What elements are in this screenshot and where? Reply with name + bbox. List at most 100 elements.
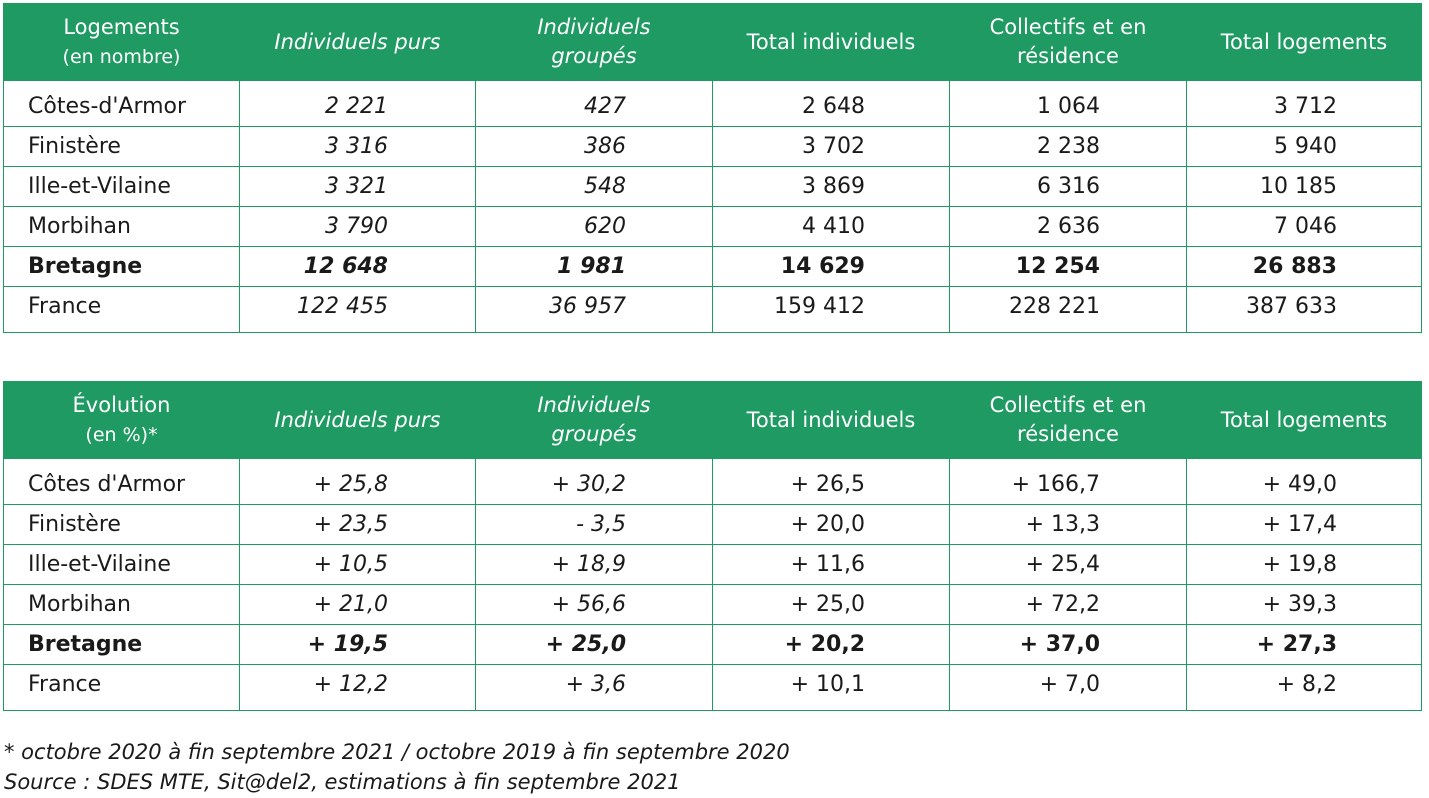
cell-individuels-purs: 3 790 xyxy=(239,206,476,247)
cell-total-individuels: 2 648 xyxy=(712,80,950,127)
header-total-logements: Total logements xyxy=(1186,381,1422,459)
row-label: Finistère xyxy=(3,504,240,545)
cell-individuels-purs: + 25,8 xyxy=(239,458,476,505)
header-individuels-purs: Individuels purs xyxy=(239,3,476,81)
cell-collectifs: + 166,7 xyxy=(949,458,1187,505)
row-label: Côtes d'Armor xyxy=(3,458,240,505)
cell-total-logements: + 19,8 xyxy=(1186,544,1422,585)
cell-total-individuels: 3 702 xyxy=(712,126,950,167)
row-label: Ille-et-Vilaine xyxy=(3,544,240,585)
header-total-individuels: Total individuels xyxy=(712,3,950,81)
header-individuels-purs: Individuels purs xyxy=(239,381,476,459)
cell-collectifs: + 72,2 xyxy=(949,584,1187,625)
cell-total-logements: 7 046 xyxy=(1186,206,1422,247)
cell-total-logements: 26 883 xyxy=(1186,246,1422,287)
cell-total-individuels: + 10,1 xyxy=(712,664,950,711)
cell-total-logements: + 8,2 xyxy=(1186,664,1422,711)
header-title: Évolution xyxy=(72,392,171,417)
header-total-individuels: Total individuels xyxy=(712,381,950,459)
cell-collectifs: + 7,0 xyxy=(949,664,1187,711)
table-row: Côtes d'Armor + 25,8 + 30,2 + 26,5 + 166… xyxy=(3,458,1422,505)
table-row: Morbihan + 21,0 + 56,6 + 25,0 + 72,2 + 3… xyxy=(3,584,1422,625)
cell-total-individuels: + 26,5 xyxy=(712,458,950,505)
cell-total-individuels: 159 412 xyxy=(712,286,950,333)
table-row: France + 12,2 + 3,6 + 10,1 + 7,0 + 8,2 xyxy=(3,664,1422,711)
cell-individuels-purs: + 12,2 xyxy=(239,664,476,711)
source-footnote: Source : SDES MTE, Sit@del2, estimations… xyxy=(4,770,681,794)
cell-collectifs: 1 064 xyxy=(949,80,1187,127)
header-line: Individuels xyxy=(537,15,651,39)
table-row: Finistère + 23,5 - 3,5 + 20,0 + 13,3 + 1… xyxy=(3,504,1422,545)
cell-individuels-groupes: 548 xyxy=(475,166,713,207)
cell-individuels-purs: 3 316 xyxy=(239,126,476,167)
header-logements: Logements (en nombre) xyxy=(3,3,240,81)
header-line: groupés xyxy=(551,422,637,446)
cell-total-logements: + 49,0 xyxy=(1186,458,1422,505)
cell-collectifs: 12 254 xyxy=(949,246,1187,287)
header-individuels-groupes: Individuels groupés xyxy=(475,381,713,459)
table-row: Ille-et-Vilaine + 10,5 + 18,9 + 11,6 + 2… xyxy=(3,544,1422,585)
cell-individuels-groupes: 386 xyxy=(475,126,713,167)
cell-total-individuels: + 20,2 xyxy=(712,624,950,665)
header-unit: (en nombre) xyxy=(62,45,181,68)
cell-individuels-groupes: + 3,6 xyxy=(475,664,713,711)
cell-total-logements: 10 185 xyxy=(1186,166,1422,207)
cell-individuels-purs: 3 321 xyxy=(239,166,476,207)
header-unit: (en %)* xyxy=(85,423,158,446)
cell-total-logements: + 27,3 xyxy=(1186,624,1422,665)
cell-individuels-groupes: + 56,6 xyxy=(475,584,713,625)
table-row-total: Bretagne + 19,5 + 25,0 + 20,2 + 37,0 + 2… xyxy=(3,624,1422,665)
cell-individuels-purs: 2 221 xyxy=(239,80,476,127)
table-row: Morbihan 3 790 620 4 410 2 636 7 046 xyxy=(3,206,1422,247)
header-line: groupés xyxy=(551,44,637,68)
cell-collectifs: 6 316 xyxy=(949,166,1187,207)
cell-individuels-groupes: + 30,2 xyxy=(475,458,713,505)
header-collectifs: Collectifs et en résidence xyxy=(949,381,1187,459)
cell-individuels-purs: + 23,5 xyxy=(239,504,476,545)
header-line: Collectifs et en xyxy=(989,393,1147,417)
header-line: résidence xyxy=(1017,44,1119,68)
cell-collectifs: + 25,4 xyxy=(949,544,1187,585)
cell-individuels-purs: + 21,0 xyxy=(239,584,476,625)
cell-individuels-purs: + 10,5 xyxy=(239,544,476,585)
table-header-row: Logements (en nombre) Individuels purs I… xyxy=(3,3,1422,81)
table-row-total: Bretagne 12 648 1 981 14 629 12 254 26 8… xyxy=(3,246,1422,287)
header-individuels-groupes: Individuels groupés xyxy=(475,3,713,81)
cell-total-individuels: 14 629 xyxy=(712,246,950,287)
cell-total-individuels: 4 410 xyxy=(712,206,950,247)
row-label: Morbihan xyxy=(3,206,240,247)
header-line: Individuels xyxy=(537,393,651,417)
cell-individuels-groupes: 1 981 xyxy=(475,246,713,287)
cell-total-logements: + 39,3 xyxy=(1186,584,1422,625)
cell-total-individuels: 3 869 xyxy=(712,166,950,207)
cell-total-logements: + 17,4 xyxy=(1186,504,1422,545)
table-row: Finistère 3 316 386 3 702 2 238 5 940 xyxy=(3,126,1422,167)
period-footnote: * octobre 2020 à fin septembre 2021 / oc… xyxy=(4,740,790,764)
cell-individuels-groupes: 36 957 xyxy=(475,286,713,333)
cell-collectifs: 228 221 xyxy=(949,286,1187,333)
header-collectifs: Collectifs et en résidence xyxy=(949,3,1187,81)
row-label: Bretagne xyxy=(3,246,240,287)
table-row: Ille-et-Vilaine 3 321 548 3 869 6 316 10… xyxy=(3,166,1422,207)
cell-individuels-groupes: - 3,5 xyxy=(475,504,713,545)
row-label: France xyxy=(3,664,240,711)
header-line: Collectifs et en xyxy=(989,15,1147,39)
table-header-row: Évolution (en %)* Individuels purs Indiv… xyxy=(3,381,1422,459)
header-line: résidence xyxy=(1017,422,1119,446)
cell-collectifs: 2 636 xyxy=(949,206,1187,247)
housing-count-table: Logements (en nombre) Individuels purs I… xyxy=(3,3,1422,333)
cell-total-logements: 3 712 xyxy=(1186,80,1422,127)
cell-total-logements: 387 633 xyxy=(1186,286,1422,333)
cell-individuels-purs: 12 648 xyxy=(239,246,476,287)
cell-total-logements: 5 940 xyxy=(1186,126,1422,167)
housing-evolution-table: Évolution (en %)* Individuels purs Indiv… xyxy=(3,381,1422,711)
row-label: France xyxy=(3,286,240,333)
cell-total-individuels: + 25,0 xyxy=(712,584,950,625)
cell-collectifs: + 37,0 xyxy=(949,624,1187,665)
cell-individuels-groupes: 427 xyxy=(475,80,713,127)
row-label: Ille-et-Vilaine xyxy=(3,166,240,207)
row-label: Morbihan xyxy=(3,584,240,625)
table-row: Côtes-d'Armor 2 221 427 2 648 1 064 3 71… xyxy=(3,80,1422,127)
row-label: Côtes-d'Armor xyxy=(3,80,240,127)
header-evolution: Évolution (en %)* xyxy=(3,381,240,459)
